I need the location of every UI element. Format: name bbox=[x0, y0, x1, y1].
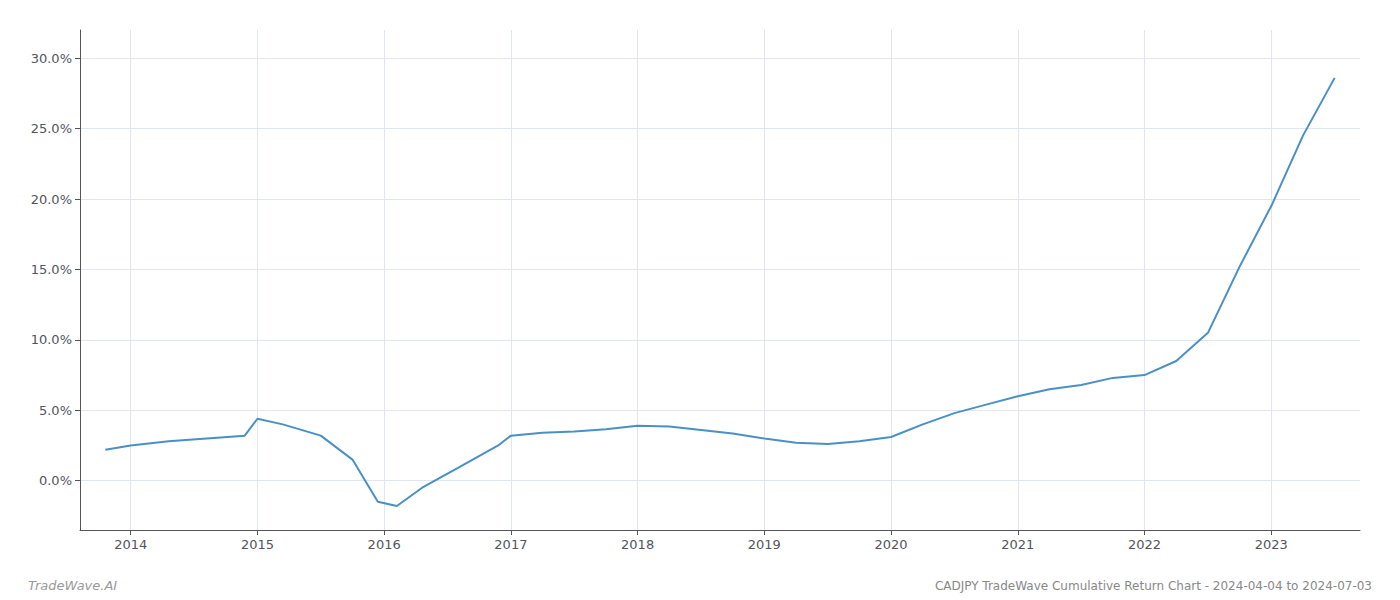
svg-text:2019: 2019 bbox=[748, 537, 781, 552]
svg-text:2017: 2017 bbox=[494, 537, 527, 552]
svg-text:5.0%: 5.0% bbox=[39, 403, 72, 418]
svg-text:30.0%: 30.0% bbox=[31, 51, 72, 66]
svg-text:2015: 2015 bbox=[241, 537, 274, 552]
svg-text:15.0%: 15.0% bbox=[31, 262, 72, 277]
svg-text:TradeWave.AI: TradeWave.AI bbox=[28, 578, 117, 593]
svg-text:2023: 2023 bbox=[1255, 537, 1288, 552]
svg-text:2014: 2014 bbox=[114, 537, 147, 552]
svg-text:2020: 2020 bbox=[875, 537, 908, 552]
svg-text:0.0%: 0.0% bbox=[39, 473, 72, 488]
svg-text:10.0%: 10.0% bbox=[31, 332, 72, 347]
svg-text:2018: 2018 bbox=[621, 537, 654, 552]
svg-text:2021: 2021 bbox=[1001, 537, 1034, 552]
svg-text:25.0%: 25.0% bbox=[31, 121, 72, 136]
svg-text:2016: 2016 bbox=[368, 537, 401, 552]
svg-text:2022: 2022 bbox=[1128, 537, 1161, 552]
svg-text:20.0%: 20.0% bbox=[31, 192, 72, 207]
svg-text:CADJPY TradeWave Cumulative Re: CADJPY TradeWave Cumulative Return Chart… bbox=[935, 579, 1372, 593]
